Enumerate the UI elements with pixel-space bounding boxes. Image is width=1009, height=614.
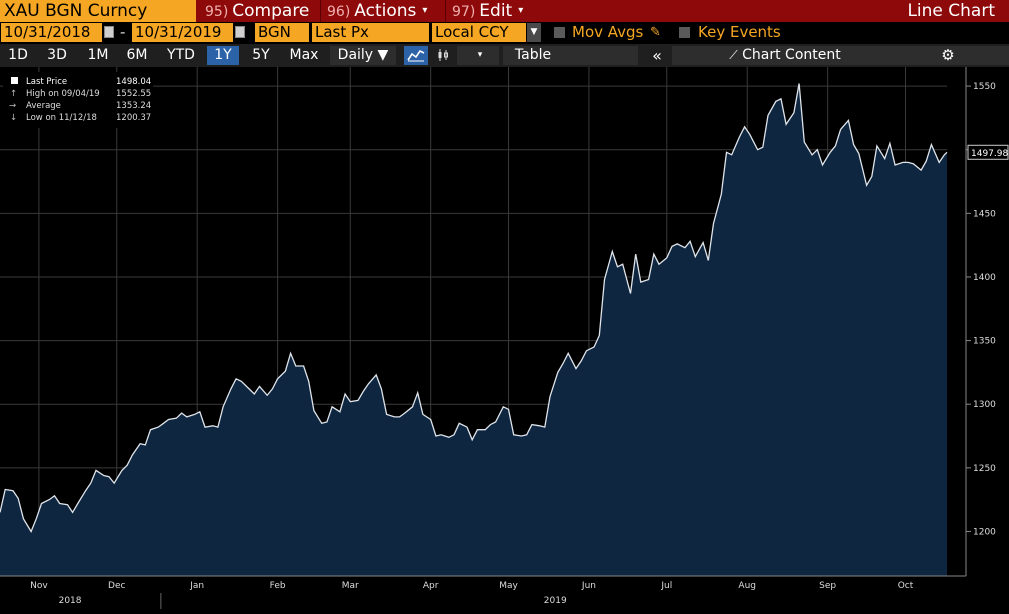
- y-tick-label: 1200: [973, 527, 996, 537]
- line-chart-icon[interactable]: [404, 46, 428, 65]
- chevron-down-icon: ▾: [518, 5, 524, 16]
- edit-menu-number: 97): [452, 4, 476, 20]
- collapse-double-chevron-icon[interactable]: «: [652, 46, 662, 65]
- range-button-6m[interactable]: 6M: [126, 47, 148, 63]
- range-button-ytd[interactable]: YTD: [167, 47, 195, 63]
- chart-content-icon: ⟋: [729, 48, 738, 62]
- x-tick-label: May: [499, 581, 518, 591]
- compare-menu-label: Compare: [232, 1, 310, 21]
- chevron-down-icon: ▾: [422, 5, 428, 16]
- legend-avg-value: 1353.24: [116, 101, 151, 111]
- top-menu-bar: XAU BGN Curncy 95) Compare 96) Actions ▾ 97…: [0, 0, 1009, 22]
- chart-content-panel: [672, 46, 1009, 65]
- high-marker-icon: ↑: [10, 89, 17, 99]
- view-title: Line Chart: [907, 1, 995, 21]
- parameters-bar: 10/31/2018 - 10/31/2019 BGN Last Px Loca…: [0, 22, 1009, 44]
- chart-content-button[interactable]: ⟋ Chart Content: [720, 46, 850, 65]
- security-ticker[interactable]: XAU BGN Curncy: [0, 0, 196, 22]
- range-button-3d[interactable]: 3D: [47, 47, 67, 63]
- low-marker-icon: ↓: [10, 113, 17, 123]
- key-events-label[interactable]: Key Events: [698, 23, 781, 41]
- chart-type-dropdown[interactable]: [457, 46, 499, 65]
- legend-high-value: 1552.55: [116, 89, 151, 99]
- edit-menu[interactable]: 97) Edit ▾: [452, 0, 523, 22]
- chart-canvas: 120012501300135014001450150015501497.98N…: [0, 67, 1009, 609]
- legend-high-label: High on 09/04/19: [26, 89, 100, 99]
- average-marker-icon: →: [9, 101, 16, 111]
- x-tick-label: Apr: [423, 581, 439, 591]
- x-tick-label: Jul: [660, 581, 672, 591]
- x-tick-label: Dec: [108, 581, 125, 591]
- y-tick-label: 1350: [973, 337, 996, 347]
- x-tick-label: Feb: [270, 581, 286, 591]
- x-tick-label: Nov: [30, 581, 48, 591]
- y-tick-label: 1400: [973, 273, 996, 283]
- compare-menu-number: 95): [205, 4, 229, 20]
- compare-menu[interactable]: 95) Compare: [205, 0, 309, 22]
- table-button[interactable]: Table: [514, 47, 552, 63]
- calendar-icon[interactable]: [104, 26, 114, 38]
- range-button-max[interactable]: Max: [289, 47, 319, 63]
- menu-divider: [320, 0, 321, 22]
- legend-low-value: 1200.37: [116, 113, 151, 123]
- range-button-5y[interactable]: 5Y: [252, 47, 270, 63]
- legend-low-label: Low on 11/12/18: [26, 113, 97, 123]
- range-button-1y[interactable]: 1Y: [207, 46, 239, 65]
- pencil-icon[interactable]: ✎: [650, 25, 661, 40]
- actions-menu-number: 96): [327, 4, 351, 20]
- year-label: 2019: [544, 596, 567, 606]
- mov-avgs-checkbox[interactable]: [554, 27, 565, 38]
- last-price-swatch: [11, 77, 18, 84]
- price-area-fill: [0, 83, 947, 576]
- x-tick-label: Mar: [342, 581, 359, 591]
- x-tick-label: Jun: [581, 581, 596, 591]
- mov-avgs-label[interactable]: Mov Avgs: [572, 23, 644, 41]
- range-button-1d[interactable]: 1D: [8, 47, 28, 63]
- year-label: 2018: [59, 596, 82, 606]
- legend-last-value: 1498.04: [116, 77, 151, 87]
- x-tick-label: Sep: [819, 581, 836, 591]
- y-tick-label: 1300: [973, 400, 996, 410]
- key-events-checkbox[interactable]: [679, 27, 690, 38]
- last-value-tag: 1497.98: [971, 149, 1008, 159]
- y-tick-label: 1450: [973, 209, 996, 219]
- y-tick-label: 1550: [973, 82, 996, 92]
- actions-menu[interactable]: 96) Actions ▾: [327, 0, 427, 22]
- legend-avg-label: Average: [26, 101, 61, 111]
- range-toolbar: 1D 3D 1M 6M YTD 1Y 5Y Max Daily ▼ ▾ Tabl…: [0, 44, 1009, 67]
- chevron-down-icon[interactable]: ▾: [477, 50, 483, 60]
- legend-box: [3, 72, 153, 128]
- source-field[interactable]: BGN: [255, 23, 309, 42]
- menu-divider: [445, 0, 446, 22]
- edit-menu-label: Edit: [479, 1, 513, 21]
- chart-axes: 120012501300135014001450150015501497.98N…: [0, 67, 1009, 609]
- chart-content-label: Chart Content: [742, 47, 841, 63]
- last-value-tag-box: [967, 144, 1009, 160]
- currency-dropdown-arrow[interactable]: ▼: [527, 23, 541, 42]
- price-series-line: [0, 83, 948, 533]
- y-tick-label: 1250: [973, 464, 996, 474]
- start-date-field[interactable]: 10/31/2018: [1, 23, 102, 42]
- frequency-selector[interactable]: Daily ▼: [330, 46, 396, 65]
- end-date-field[interactable]: 10/31/2019: [132, 23, 233, 42]
- price-field-selector[interactable]: Last Px: [312, 23, 429, 42]
- x-tick-label: Oct: [898, 581, 914, 591]
- candlestick-icon[interactable]: [434, 46, 452, 65]
- x-tick-label: Jan: [189, 581, 204, 591]
- currency-selector[interactable]: Local CCY: [432, 23, 526, 42]
- legend-last-label: Last Price: [26, 77, 67, 87]
- date-range-dash: -: [120, 23, 126, 41]
- price-chart[interactable]: 120012501300135014001450150015501497.98N…: [0, 67, 1009, 610]
- calendar-icon[interactable]: [235, 26, 245, 38]
- gear-icon[interactable]: ⚙: [941, 46, 955, 64]
- actions-menu-label: Actions: [354, 1, 417, 21]
- x-tick-label: Aug: [738, 581, 756, 591]
- range-button-1m[interactable]: 1M: [87, 47, 109, 63]
- table-toggle-bg: [503, 46, 638, 65]
- chart-legend: Last Price 1498.04 ↑ High on 09/04/19 15…: [3, 72, 153, 128]
